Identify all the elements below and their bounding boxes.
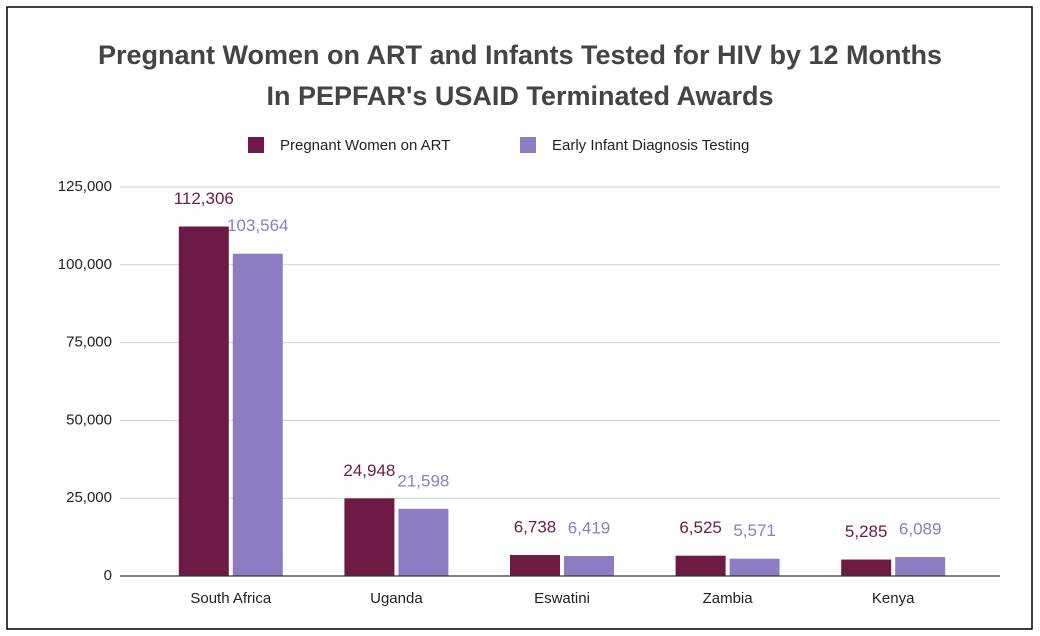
- bar: [510, 555, 560, 576]
- legend-label: Pregnant Women on ART: [280, 137, 450, 154]
- bar: [729, 558, 780, 576]
- y-tick-label: 75,000: [66, 334, 112, 351]
- data-label: 6,525: [679, 518, 722, 537]
- bar: [232, 253, 283, 576]
- x-tick-label: South Africa: [190, 590, 272, 607]
- data-label: 6,089: [899, 520, 942, 539]
- legend-label: Early Infant Diagnosis Testing: [552, 137, 749, 154]
- x-tick-label: Kenya: [872, 590, 915, 607]
- x-tick-label: Uganda: [370, 590, 423, 607]
- bar: [178, 226, 229, 576]
- x-tick-label: Eswatini: [534, 590, 590, 607]
- y-tick-label: 0: [104, 567, 112, 584]
- data-label: 5,571: [733, 521, 776, 540]
- bar: [841, 559, 892, 576]
- bar: [675, 555, 726, 576]
- y-tick-label: 125,000: [58, 178, 112, 195]
- data-label: 6,738: [514, 518, 557, 537]
- bar: [344, 498, 395, 576]
- y-tick-label: 100,000: [58, 256, 112, 273]
- legend-swatch: [520, 137, 536, 153]
- data-label: 24,948: [343, 461, 395, 480]
- y-tick-label: 50,000: [66, 411, 112, 428]
- data-label: 6,419: [568, 519, 611, 538]
- bar: [895, 557, 946, 576]
- data-label: 103,564: [227, 216, 288, 235]
- bar: [564, 556, 614, 576]
- chart-border: [6, 6, 1033, 630]
- x-tick-label: Zambia: [703, 590, 754, 607]
- chart-title: Pregnant Women on ART and Infants Tested…: [98, 40, 942, 70]
- data-label: 5,285: [845, 522, 888, 541]
- data-label: 21,598: [397, 471, 449, 490]
- bar: [398, 508, 449, 576]
- data-label: 112,306: [174, 189, 234, 208]
- chart-title: In PEPFAR's USAID Terminated Awards: [266, 81, 773, 111]
- legend-swatch: [248, 137, 264, 153]
- y-tick-label: 25,000: [66, 489, 112, 506]
